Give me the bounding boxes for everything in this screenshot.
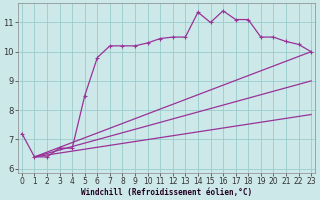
X-axis label: Windchill (Refroidissement éolien,°C): Windchill (Refroidissement éolien,°C): [81, 188, 252, 197]
